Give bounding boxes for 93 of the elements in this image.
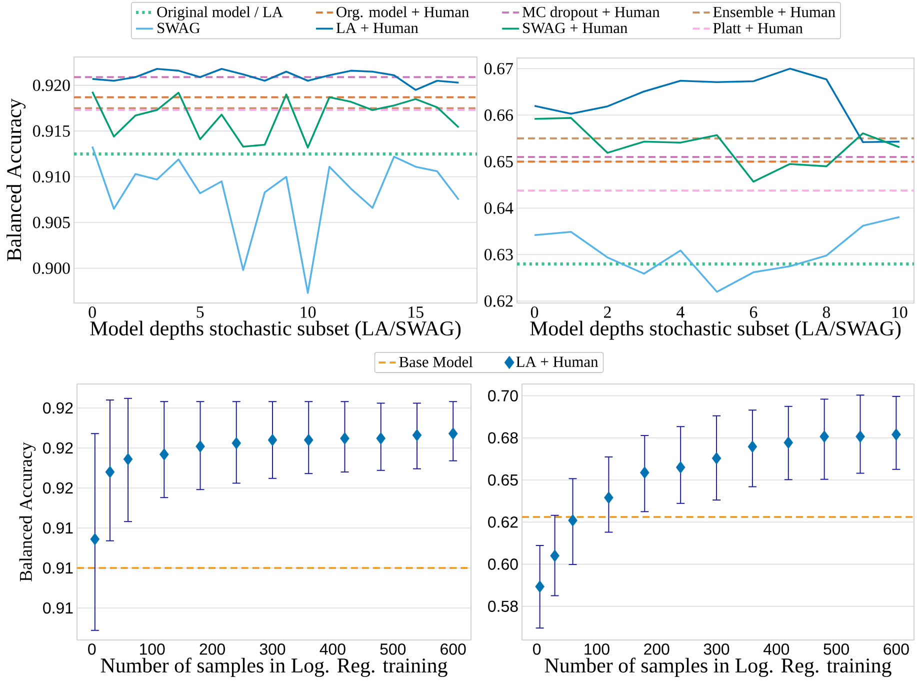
y-tick-label: 0.91: [43, 562, 73, 574]
point: [196, 440, 205, 453]
point: [856, 430, 865, 443]
point: [232, 437, 242, 450]
y-tick-label: 0.92: [43, 482, 73, 494]
point: [550, 550, 560, 562]
x-tick-label: 500: [380, 644, 406, 655]
point: [123, 453, 133, 466]
point: [412, 429, 422, 442]
y-tick-label: 0.63: [484, 248, 513, 260]
point: [784, 436, 794, 449]
point: [304, 434, 314, 446]
y-tick-label: 0.92: [43, 402, 73, 414]
y-tick-label: 0.910: [33, 171, 70, 183]
y-tick-label: 0.91: [43, 602, 73, 614]
point: [340, 432, 350, 445]
x-tick-label: 10: [300, 306, 316, 318]
x-tick-label: 15: [408, 306, 424, 318]
x-tick-label: 600: [884, 644, 909, 655]
line-series: [91, 90, 460, 148]
x-tick-label: 200: [200, 644, 225, 655]
y-tick-label: 0.900: [33, 262, 70, 274]
x-axis-title: Model depths stochastic subset (LA/SWAG): [530, 320, 901, 340]
y-axis-title: Balanced Accuracy: [6, 98, 26, 261]
y-tick-label: 0.905: [33, 216, 70, 228]
point: [604, 491, 614, 504]
x-tick-label: 400: [320, 644, 346, 655]
y-tick-label: 0.67: [484, 62, 514, 74]
x-tick-label: 5: [196, 306, 204, 318]
y-tick-label: 0.60: [488, 558, 518, 570]
y-tick-label: 0.920: [33, 80, 70, 92]
point: [568, 514, 578, 527]
y-tick-label: 0.58: [488, 600, 518, 612]
legend-label: SWAG + Human: [523, 22, 628, 34]
y-tick-label: 0.64: [484, 202, 514, 214]
point: [448, 427, 458, 440]
point: [676, 461, 686, 474]
x-tick-label: 4: [676, 306, 684, 318]
x-tick-label: 500: [824, 644, 849, 655]
y-tick-label: 0.91: [43, 522, 73, 534]
x-tick-label: 300: [704, 644, 730, 655]
point: [105, 466, 115, 478]
x-tick-label: 200: [644, 644, 670, 655]
x-tick-label: 600: [440, 644, 466, 655]
line-series: [534, 216, 900, 293]
x-tick-label: 0: [530, 306, 538, 318]
point: [376, 432, 386, 445]
point: [268, 434, 278, 446]
legend-label: MC dropout + Human: [522, 6, 660, 20]
legend-label: LA + Human: [516, 356, 598, 367]
y-tick-label: 0.65: [484, 156, 513, 168]
point: [159, 448, 169, 461]
y-tick-label: 0.62: [484, 295, 513, 307]
y-tick-label: 0.70: [488, 390, 518, 402]
legend-label: LA + Human: [336, 22, 418, 34]
y-tick-label: 0.915: [33, 125, 70, 137]
legend-label: Original model / LA: [157, 6, 283, 20]
line-series: [534, 68, 900, 144]
y-tick-label: 0.68: [488, 432, 518, 444]
x-axis-title: Number of samples in Log. Reg. training: [100, 658, 448, 677]
point: [748, 440, 758, 453]
y-tick-label: 0.92: [43, 442, 73, 454]
x-axis-title: Number of samples in Log. Reg. training: [544, 658, 892, 677]
y-tick-label: 0.62: [488, 516, 518, 528]
legend-label: Ensemble + Human: [713, 6, 836, 18]
y-axis-title: Balanced Accuracy: [19, 442, 36, 582]
x-tick-label: 10: [892, 306, 908, 318]
x-tick-label: 6: [750, 306, 758, 318]
point: [892, 428, 901, 441]
x-tick-label: 400: [763, 644, 790, 655]
x-tick-label: 0: [88, 644, 96, 655]
point: [712, 452, 722, 464]
line-series: [91, 146, 460, 294]
x-tick-label: 2: [604, 306, 611, 318]
line-series: [534, 117, 900, 183]
point: [820, 430, 830, 443]
x-tick-label: 100: [584, 644, 610, 655]
legend-label: SWAG: [158, 22, 200, 34]
x-tick-label: 0: [533, 644, 541, 655]
x-tick-label: 0: [88, 306, 96, 318]
x-tick-label: 300: [260, 644, 286, 655]
x-tick-label: 100: [140, 644, 165, 655]
y-tick-label: 0.66: [484, 109, 513, 121]
x-axis-title: Model depths stochastic subset (LA/SWAG): [90, 320, 461, 340]
legend-label: Platt + Human: [713, 22, 803, 34]
y-tick-label: 0.65: [488, 474, 518, 486]
x-tick-label: 8: [822, 306, 830, 318]
point: [640, 466, 650, 479]
line-series: [91, 68, 460, 91]
point: [90, 533, 100, 546]
legend-label: Base Model: [399, 356, 473, 368]
legend-label: Org. model + Human: [336, 6, 469, 20]
point: [535, 580, 545, 593]
